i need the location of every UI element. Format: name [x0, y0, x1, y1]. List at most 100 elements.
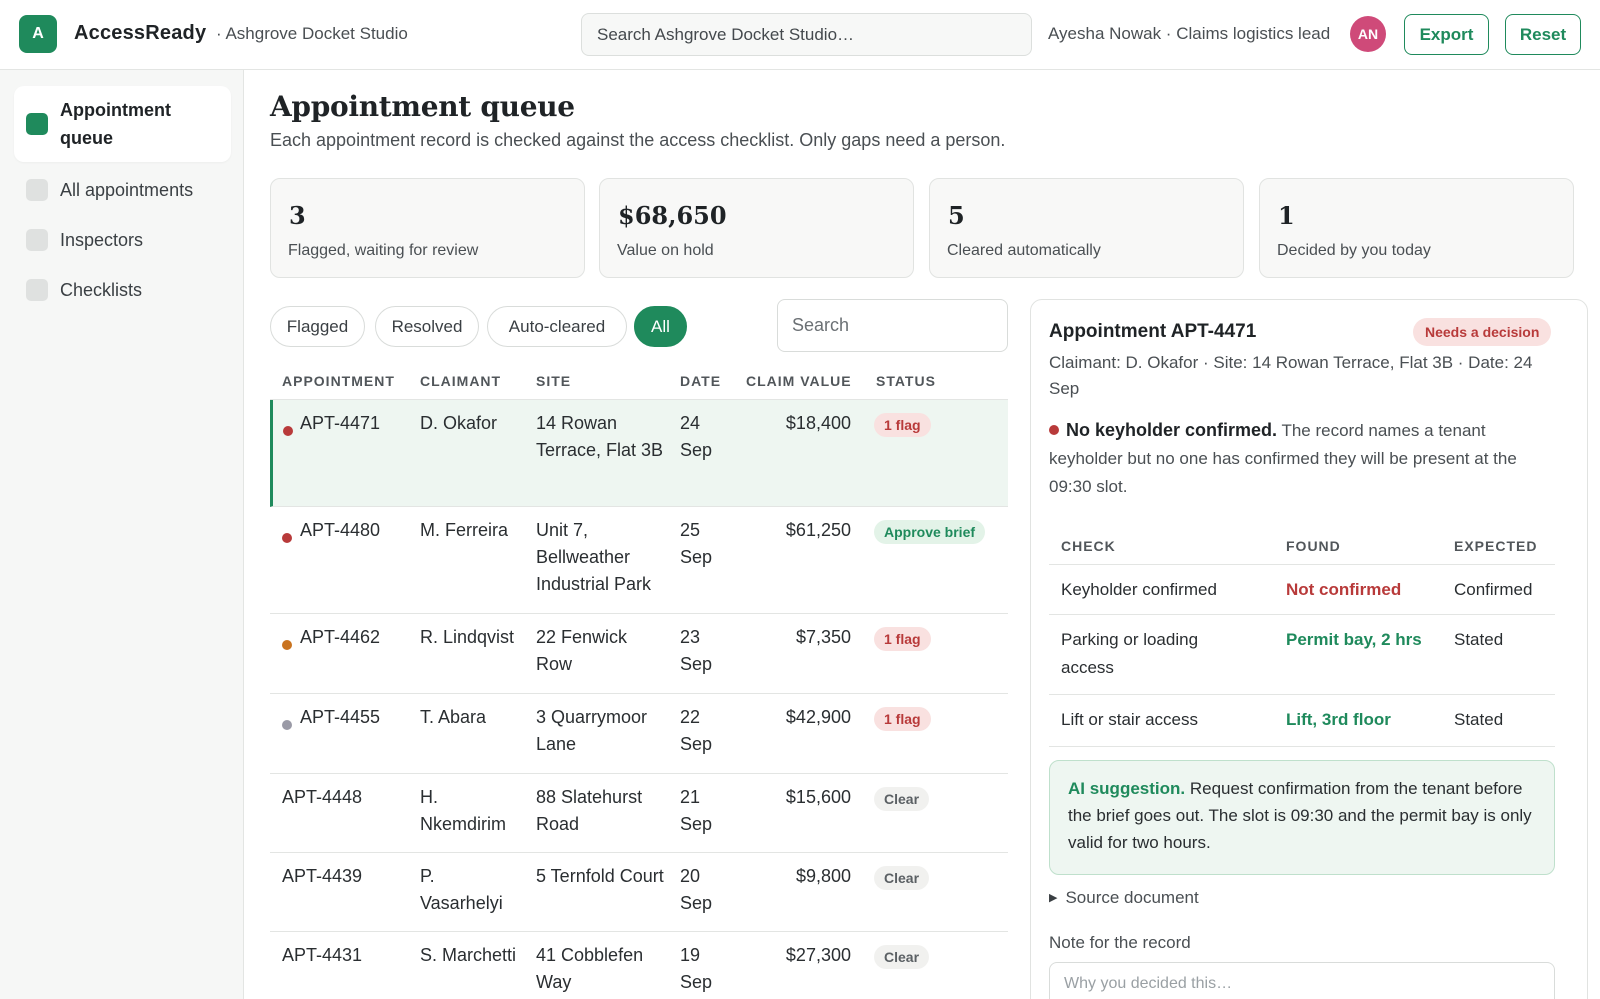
- cell-claim-value: $42,900: [785, 707, 851, 727]
- column-header[interactable]: APPOINTMENT: [282, 373, 395, 389]
- table-row[interactable]: APT-4431 S. Marchetti 41 Cobblefen Way 1…: [270, 932, 1008, 999]
- table-row[interactable]: APT-4455 T. Abara 3 Quarrymoor Lane 22 S…: [270, 694, 1008, 774]
- appointment-queue-icon: [26, 113, 48, 135]
- note-textarea[interactable]: Why you decided this…: [1049, 962, 1555, 999]
- reset-button[interactable]: Reset: [1505, 14, 1581, 55]
- cell-date: 25 Sep: [680, 520, 713, 567]
- cell-site: Unit 7, Bellweather Industrial Park: [536, 520, 652, 594]
- check-found: Permit bay, 2 hrs: [1286, 630, 1422, 649]
- column-header[interactable]: CLAIM VALUE: [746, 373, 852, 389]
- flag-dot-icon: [1049, 425, 1059, 435]
- table-row[interactable]: APT-4439 P. Vasarhelyi 5 Ternfold Court …: [270, 853, 1008, 932]
- status-dot: [282, 533, 292, 543]
- filter-resolved[interactable]: Resolved: [375, 306, 479, 347]
- cell-date: 21 Sep: [680, 787, 713, 834]
- checklist-row: Keyholder confirmed Not confirmed Confir…: [1049, 565, 1555, 615]
- inspectors-icon: [26, 229, 48, 251]
- cell-claimant: D. Okafor: [420, 413, 498, 433]
- table-row[interactable]: APT-4462 R. Lindqvist 22 Fenwick Row 23 …: [270, 614, 1008, 694]
- cell-site: 88 Slatehurst Road: [536, 787, 643, 834]
- cell-claimant: T. Abara: [420, 707, 487, 727]
- cell-site: 14 Rowan Terrace, Flat 3B: [536, 413, 664, 460]
- status-badge: 1 flag: [874, 707, 931, 731]
- status-badge: 1 flag: [874, 627, 931, 651]
- column-header: EXPECTED: [1454, 538, 1538, 554]
- table-search-input[interactable]: Search: [777, 299, 1008, 352]
- status-dot: [282, 640, 292, 650]
- avatar[interactable]: AN: [1350, 16, 1386, 52]
- export-button[interactable]: Export: [1404, 14, 1489, 55]
- cell-claimant: M. Ferreira: [420, 520, 509, 540]
- stat-card-cleared: 5 Cleared automatically: [929, 178, 1244, 278]
- detail-meta: Claimant: D. Okafor · Site: 14 Rowan Ter…: [1049, 353, 1533, 398]
- status-badge: Approve brief: [874, 520, 986, 544]
- filter-flagged[interactable]: Flagged: [270, 306, 365, 347]
- stat-value: 3: [289, 201, 306, 230]
- cell-date: 24 Sep: [680, 413, 713, 460]
- main-content: Appointment queue Each appointment recor…: [244, 70, 1600, 999]
- checklist-table: CHECK FOUND EXPECTED Keyholder confirmed…: [1049, 525, 1555, 747]
- sidebar-item-label: Checklists: [60, 280, 143, 300]
- sidebar-item-checklists[interactable]: Checklists: [14, 272, 231, 308]
- check-name: Parking or loading access: [1061, 630, 1199, 677]
- cell-claimant: H. Nkemdirim: [420, 787, 507, 834]
- detail-title: Appointment APT-4471: [1049, 321, 1257, 342]
- cell-appointment: APT-4431: [282, 945, 363, 965]
- column-header[interactable]: DATE: [680, 373, 722, 389]
- ai-suggestion-label: AI suggestion.: [1068, 779, 1186, 798]
- issue-text: The record names a tenant keyholder but …: [1049, 421, 1517, 496]
- table-row[interactable]: APT-4480 M. Ferreira Unit 7, Bellweather…: [270, 507, 1008, 614]
- cell-appointment: APT-4448: [282, 787, 363, 807]
- stat-label: Decided by you today: [1277, 242, 1431, 259]
- check-expected: Confirmed: [1454, 580, 1533, 599]
- user-name: Ayesha Nowak · Claims logistics lead: [1048, 24, 1331, 43]
- stat-card-value-on-hold: $68,650 Value on hold: [599, 178, 914, 278]
- note-label: Note for the record: [1049, 933, 1191, 952]
- sidebar-item-inspectors[interactable]: Inspectors: [14, 222, 231, 258]
- cell-site: 22 Fenwick Row: [536, 627, 628, 674]
- stat-label: Flagged, waiting for review: [288, 242, 479, 259]
- status-badge: Clear: [874, 866, 930, 890]
- stat-card-flagged: 3 Flagged, waiting for review: [270, 178, 585, 278]
- column-header[interactable]: SITE: [536, 373, 572, 389]
- status-dot: [282, 720, 292, 730]
- table-row[interactable]: APT-4471 D. Okafor 14 Rowan Terrace, Fla…: [270, 400, 1008, 507]
- cell-claim-value: $9,800: [795, 866, 851, 886]
- sidebar-item-all-appointments[interactable]: All appointments: [14, 172, 231, 208]
- sidebar-item-label: Inspectors: [60, 230, 144, 250]
- table-row[interactable]: APT-4448 H. Nkemdirim 88 Slatehurst Road…: [270, 774, 1008, 853]
- column-header[interactable]: STATUS: [876, 373, 936, 389]
- check-found: Not confirmed: [1286, 580, 1402, 599]
- stat-value: 5: [948, 201, 965, 230]
- cell-claim-value: $7,350: [795, 627, 851, 647]
- stat-value: $68,650: [618, 201, 727, 230]
- source-document-label: Source document: [1065, 888, 1199, 907]
- detail-panel: Appointment APT-4471 Needs a decision Cl…: [1030, 299, 1588, 999]
- cell-appointment: APT-4471: [300, 413, 381, 433]
- source-document-toggle[interactable]: ▶ Source document: [1049, 888, 1199, 908]
- cell-date: 19 Sep: [680, 945, 713, 992]
- column-header: FOUND: [1286, 538, 1341, 554]
- global-search-input[interactable]: Search Ashgrove Docket Studio…: [581, 13, 1032, 56]
- sidebar-item-appointment-queue[interactable]: Appointment queue: [14, 86, 231, 162]
- status-badge: Clear: [874, 945, 930, 969]
- check-expected: Stated: [1454, 710, 1504, 729]
- cell-date: 22 Sep: [680, 707, 713, 754]
- checklist-row: Lift or stair access Lift, 3rd floor Sta…: [1049, 695, 1555, 747]
- column-header[interactable]: CLAIMANT: [420, 373, 502, 389]
- filter-auto-cleared[interactable]: Auto-cleared: [487, 306, 627, 347]
- stat-card-decided: 1 Decided by you today: [1259, 178, 1574, 278]
- status-dot: [283, 426, 293, 436]
- checklist-row: Parking or loading access Permit bay, 2 …: [1049, 615, 1555, 695]
- stat-label: Cleared automatically: [947, 242, 1101, 259]
- cell-claim-value: $27,300: [785, 945, 851, 965]
- filter-all[interactable]: All: [634, 306, 687, 347]
- ai-suggestion-text: Request confirmation from the tenant bef…: [1068, 779, 1532, 852]
- cell-site: 41 Cobblefen Way: [536, 945, 644, 992]
- sidebar: Appointment queue All appointments Inspe…: [0, 70, 244, 999]
- app-logo: A: [19, 15, 57, 53]
- table-search-placeholder: Search: [792, 315, 850, 335]
- triangle-right-icon: ▶: [1049, 892, 1058, 904]
- check-name: Keyholder confirmed: [1061, 580, 1217, 599]
- cell-appointment: APT-4455: [300, 707, 381, 727]
